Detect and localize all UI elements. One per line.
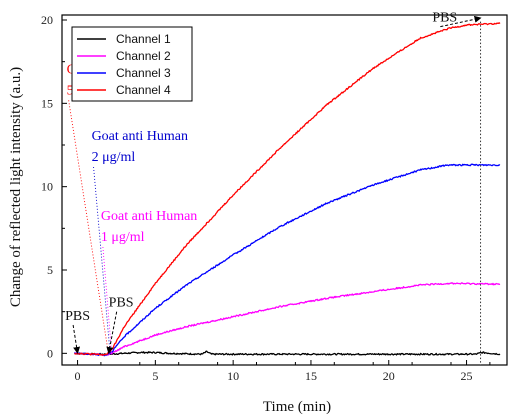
legend-entry: Channel 2 [116, 49, 171, 63]
annotation-pointer [68, 100, 110, 356]
y-tick-label: 20 [41, 13, 53, 27]
x-tick-label: 25 [461, 369, 473, 383]
series-layer [73, 22, 501, 357]
x-axis: 0 5 10 15 20 25 [61, 360, 491, 383]
series-line-2 [74, 282, 501, 357]
annotation-line: Goat anti Human [101, 209, 197, 224]
annotation-line: PBS [65, 309, 90, 324]
legend-entry: Channel 1 [116, 32, 171, 46]
y-tick-label: 10 [41, 180, 53, 194]
y-tick-label: 5 [47, 263, 53, 277]
pbs-arrow [440, 15, 482, 28]
y-axis: 0 5 10 15 20 [41, 13, 67, 360]
annotation-label: PBS [432, 11, 457, 26]
y-axis-label: Change of reflected light intensity (a.u… [8, 67, 24, 307]
series-line-3 [73, 163, 501, 357]
annotation-pointer [93, 166, 111, 356]
annotation-label: PBS [65, 309, 90, 324]
x-tick-label: 0 [75, 369, 81, 383]
x-tick-label: 20 [383, 369, 395, 383]
pbs-arrow [72, 324, 81, 354]
annotation-label: Goat anti Human 2 μg/ml [92, 129, 188, 165]
y-tick-label: 15 [41, 96, 53, 110]
legend: Channel 1 Channel 2 Channel 3 Channel 4 [71, 26, 193, 102]
legend-entry: Channel 3 [116, 66, 171, 80]
series-line-4 [74, 22, 501, 356]
x-tick-label: 5 [152, 369, 158, 383]
annotation-label: PBS [109, 296, 134, 311]
plot-area [61, 14, 508, 366]
annotation-line: 2 μg/ml [92, 150, 136, 165]
x-axis-label: Time (min) [263, 399, 331, 415]
pbs-arrow [106, 311, 118, 354]
annotation-line: 1 μg/ml [101, 230, 145, 245]
series-line-1 [74, 350, 501, 356]
annotation-pointer [102, 246, 113, 356]
plot-frame [61, 14, 508, 366]
x-tick-label: 10 [227, 369, 239, 383]
annotation-line: PBS [432, 11, 457, 26]
annotation-line: PBS [109, 296, 134, 311]
legend-entry: Channel 4 [116, 83, 171, 97]
annotation-label: Goat anti Human 1 μg/ml [101, 209, 197, 245]
annotation-line: Goat anti Human [92, 129, 188, 144]
x-tick-label: 15 [305, 369, 317, 383]
y-tick-label: 0 [47, 346, 53, 360]
